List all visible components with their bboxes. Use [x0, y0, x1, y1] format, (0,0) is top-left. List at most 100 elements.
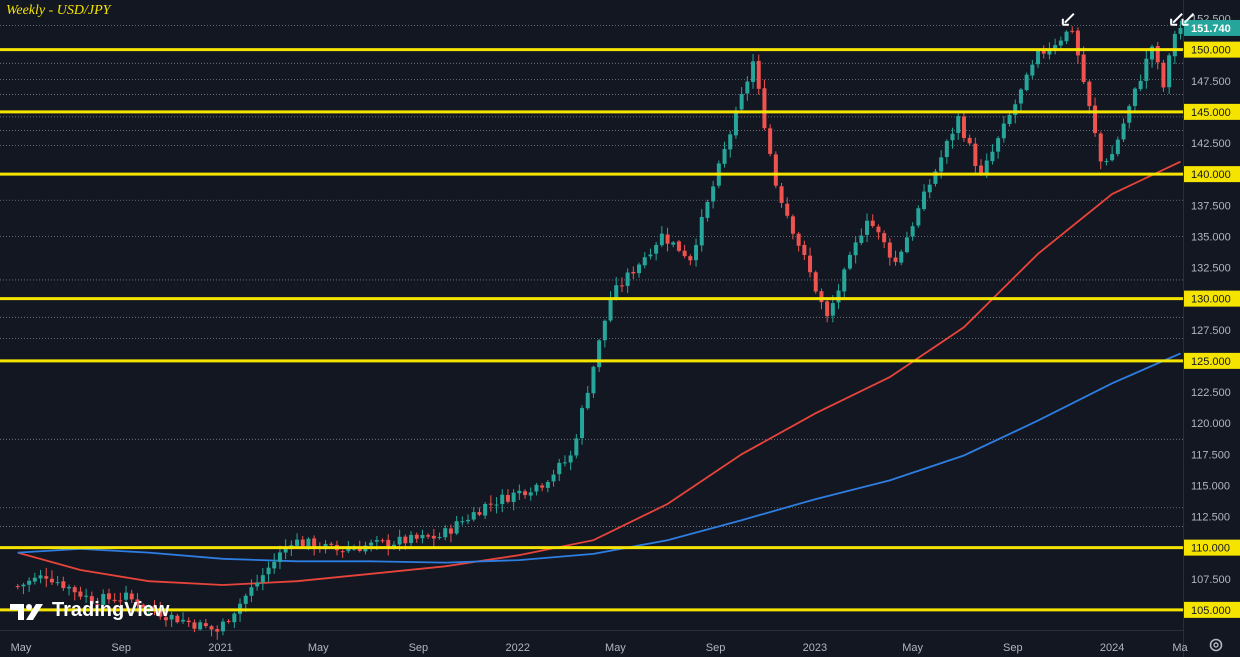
- candle-up: [545, 481, 550, 488]
- candle-down: [135, 599, 140, 606]
- candle-down: [312, 538, 317, 549]
- candle-up: [232, 613, 237, 623]
- arrow-annotation-icon: [1170, 13, 1183, 26]
- candle-up: [1138, 80, 1143, 90]
- candle-up: [249, 587, 254, 596]
- candle-down: [129, 593, 134, 600]
- y-axis-label: 142.500: [1191, 138, 1231, 150]
- candle-down: [979, 165, 984, 174]
- candle-up: [397, 536, 402, 545]
- candle-down: [967, 137, 972, 144]
- candle-up: [597, 340, 602, 368]
- y-axis-label: 120.000: [1191, 418, 1231, 430]
- candle-down: [357, 548, 362, 551]
- candle-down: [768, 128, 773, 154]
- candle-down: [893, 257, 898, 262]
- candle-up: [625, 272, 630, 286]
- candle-up: [220, 621, 225, 632]
- candle-up: [443, 528, 448, 538]
- candle-down: [773, 154, 778, 186]
- candle-down: [186, 620, 191, 623]
- candle-up: [1167, 55, 1172, 88]
- candle-up: [1001, 123, 1006, 139]
- candle-up: [557, 462, 562, 475]
- candle-up: [853, 242, 858, 256]
- candle-up: [295, 539, 300, 546]
- candle-up: [260, 575, 265, 583]
- candle-up: [671, 242, 676, 245]
- candle-up: [739, 93, 744, 110]
- candle-up: [420, 534, 425, 539]
- candle-up: [32, 577, 37, 582]
- candle-down: [1075, 30, 1080, 56]
- candle-up: [374, 540, 379, 542]
- tradingview-logo[interactable]: TradingView: [10, 599, 169, 622]
- candle-down: [192, 622, 197, 629]
- candle-down: [887, 242, 892, 258]
- arrow-annotation-icon: [1181, 13, 1195, 26]
- candle-up: [1030, 64, 1035, 76]
- candle-down: [163, 617, 168, 621]
- candle-down: [505, 495, 510, 502]
- candle-down: [756, 60, 761, 89]
- candle-up: [580, 408, 585, 439]
- candle-up: [1110, 154, 1115, 161]
- candle-up: [642, 257, 647, 266]
- candle-down: [1087, 81, 1092, 107]
- candle-up: [1053, 45, 1058, 50]
- level-tag-label: 130.000: [1191, 294, 1231, 306]
- candle-up: [352, 548, 357, 550]
- candle-up: [751, 61, 756, 82]
- candle-up: [1007, 114, 1012, 125]
- y-axis-label: 127.500: [1191, 325, 1231, 337]
- candle-up: [369, 542, 374, 546]
- tradingview-logo-icon: [10, 603, 43, 620]
- candle-up: [648, 254, 653, 257]
- candle-down: [790, 216, 795, 234]
- arrow-annotation-icon: [1061, 13, 1075, 26]
- candle-up: [990, 151, 995, 162]
- candle-up: [602, 320, 607, 341]
- candle-up: [728, 134, 733, 150]
- x-axis-label: Ma: [1172, 642, 1188, 654]
- x-axis-label: May: [902, 642, 923, 654]
- level-tag: [1184, 290, 1240, 307]
- level-tag: [1184, 539, 1240, 556]
- candle-down: [1041, 50, 1046, 54]
- level-tag: [1184, 601, 1240, 618]
- candle-up: [1104, 161, 1109, 163]
- candle-down: [72, 587, 77, 593]
- level-tag: [1184, 166, 1240, 183]
- level-tag: [1184, 41, 1240, 58]
- candle-up: [745, 81, 750, 94]
- level-tag-label: 145.000: [1191, 107, 1231, 119]
- candle-down: [226, 620, 231, 622]
- candle-down: [825, 301, 830, 317]
- candle-up: [409, 534, 414, 544]
- candle-down: [215, 629, 220, 632]
- candle-up: [922, 191, 927, 210]
- x-axis-label: Sep: [111, 642, 131, 654]
- candle-up: [608, 298, 613, 321]
- candle-up: [517, 490, 522, 494]
- candle-down: [380, 540, 385, 542]
- candle-up: [996, 138, 1001, 152]
- candle-up: [391, 544, 396, 548]
- candle-up: [939, 157, 944, 172]
- candle-down: [973, 143, 978, 167]
- settings-gear-icon[interactable]: [1208, 637, 1224, 653]
- candle-down: [158, 609, 163, 617]
- candle-down: [340, 551, 345, 553]
- candle-up: [842, 269, 847, 292]
- candle-up: [927, 184, 932, 193]
- candle-down: [414, 534, 419, 539]
- candle-up: [1013, 104, 1018, 116]
- y-axis-label: 112.500: [1191, 512, 1230, 524]
- candle-down: [1098, 133, 1103, 162]
- candle-up: [169, 614, 174, 620]
- candle-up: [27, 580, 32, 585]
- candle-up: [255, 582, 260, 587]
- candle-up: [654, 244, 659, 254]
